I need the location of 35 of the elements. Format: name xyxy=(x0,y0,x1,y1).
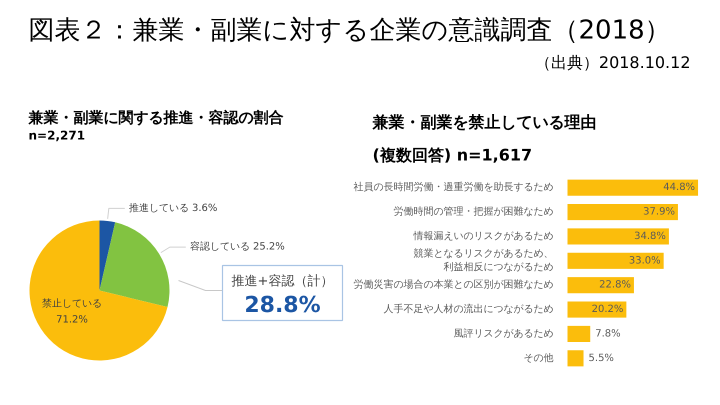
y-tick-label: 風評リスクがあるため xyxy=(454,327,554,340)
data-label: 7.8% xyxy=(595,328,621,340)
data-label: 20.2% xyxy=(592,304,624,316)
data-label: 37.9% xyxy=(643,206,675,218)
data-label: 34.8% xyxy=(634,230,666,242)
slice-label: 容認している 25.2% xyxy=(190,240,285,253)
chart-title: 兼業・副業を禁止している理由 xyxy=(372,112,596,132)
y-tick-label: 労働時間の管理・把握が困難なため xyxy=(394,206,554,218)
chart-subtitle: n=2,271 xyxy=(28,128,86,142)
bar xyxy=(568,228,669,244)
bar xyxy=(568,180,698,196)
chart-subtitle: (複数回答) n=1,617 xyxy=(372,146,532,164)
y-tick-label: 情報漏えいのリスクがあるため xyxy=(412,230,554,242)
y-tick-label: その他 xyxy=(524,352,554,364)
y-tick-label: 社員の長時間労働・過重労働を助長するため xyxy=(354,181,554,194)
bar xyxy=(568,204,678,220)
bar xyxy=(568,326,590,342)
chart-title: 兼業・副業に関する推進・容認の割合 xyxy=(28,108,284,126)
text: 28.8% xyxy=(244,293,321,318)
text: 図表２：兼業・副業に対する企業の意識調査（2018） xyxy=(28,16,671,46)
bar xyxy=(568,252,664,269)
data-label: 33.0% xyxy=(628,255,661,266)
slice-label: 推進している 3.6% xyxy=(128,202,218,214)
y-tick-label: 競業となるリスクがあるため、利益相反につながるため xyxy=(414,248,554,273)
y-tick-label: 人手不足や人材の流出につながるため xyxy=(384,303,554,316)
data-label: 44.8% xyxy=(663,182,696,194)
slice-label: 禁止している xyxy=(42,298,102,310)
text: 推進+容認（計） xyxy=(232,273,334,289)
y-tick-label: 労働災害の場合の本業との区別が困難なため xyxy=(354,278,554,291)
data-label: 71.2% xyxy=(56,314,88,326)
bar xyxy=(568,350,584,366)
data-label: 5.5% xyxy=(588,352,614,364)
text: （出典）2018.10.12 xyxy=(534,53,690,72)
bar xyxy=(568,277,634,294)
data-label: 22.8% xyxy=(599,280,631,291)
